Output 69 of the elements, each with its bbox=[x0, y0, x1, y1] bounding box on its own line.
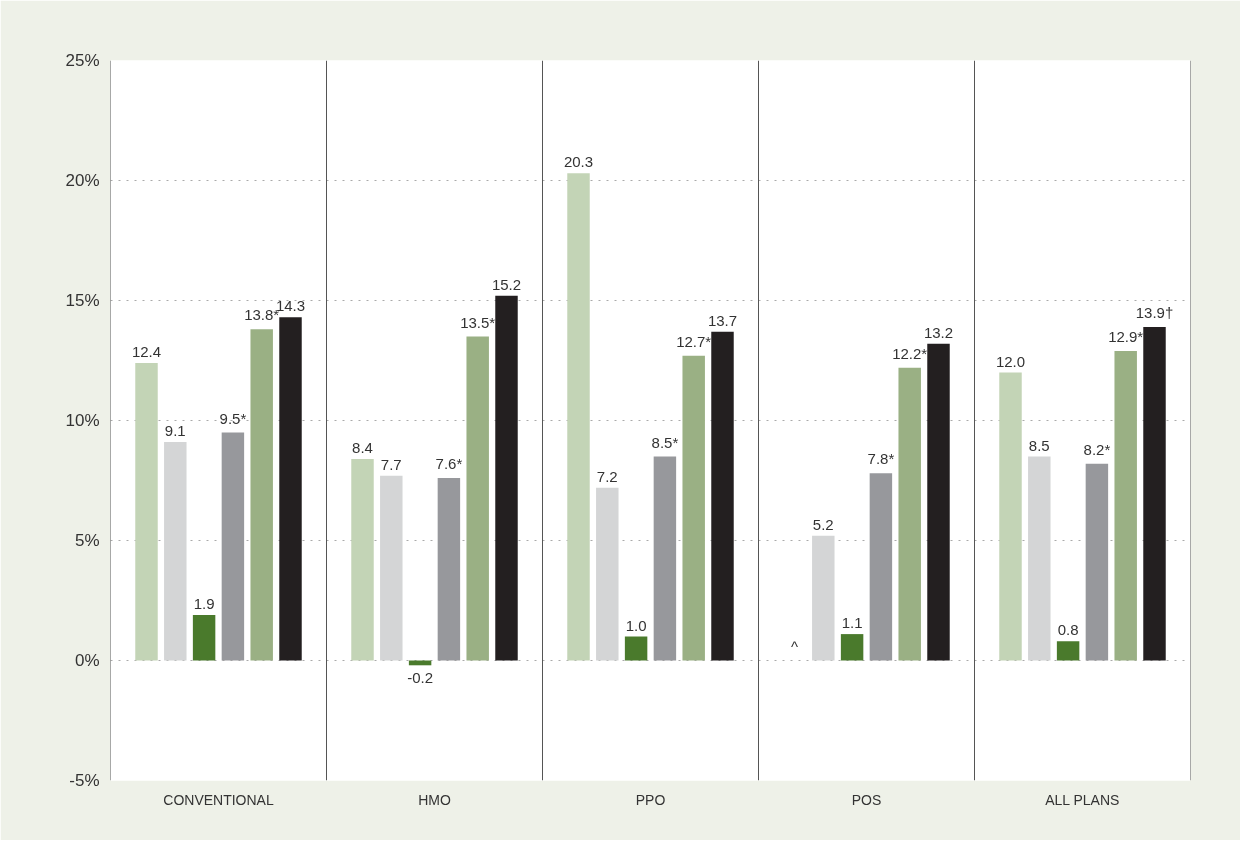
bar bbox=[466, 336, 489, 661]
data-label: 1.9 bbox=[193, 594, 215, 612]
y-tick-label: -5% bbox=[69, 771, 100, 790]
bar bbox=[164, 442, 187, 661]
data-label: 8.4 bbox=[352, 438, 373, 456]
data-label: 12.4 bbox=[131, 342, 162, 360]
bar bbox=[898, 367, 921, 661]
bar bbox=[351, 458, 374, 661]
bar bbox=[1028, 456, 1051, 661]
bar bbox=[279, 317, 302, 661]
data-label: 7.7 bbox=[380, 455, 402, 473]
data-label: 13.7 bbox=[707, 311, 738, 329]
data-label: 8.2* bbox=[1083, 440, 1111, 458]
bar bbox=[192, 614, 216, 661]
data-label: 9.1 bbox=[164, 422, 186, 440]
data-label: 7.8* bbox=[867, 450, 895, 468]
bar bbox=[250, 329, 273, 661]
bar bbox=[927, 343, 950, 661]
data-label: 13.2 bbox=[923, 323, 954, 341]
bar bbox=[1085, 463, 1109, 661]
data-label: 7.6* bbox=[435, 455, 463, 473]
bar bbox=[869, 473, 893, 661]
y-tick-label: 10% bbox=[65, 411, 100, 430]
bar bbox=[567, 173, 590, 661]
y-tick-label: 0% bbox=[74, 651, 100, 670]
data-label: 20.3 bbox=[563, 153, 594, 171]
data-label: 8.5 bbox=[1028, 436, 1050, 454]
bar bbox=[135, 362, 158, 661]
y-tick-label: 15% bbox=[65, 291, 100, 310]
data-label: 9.5* bbox=[219, 409, 247, 427]
data-label: 13.8* bbox=[244, 306, 280, 324]
bar bbox=[999, 372, 1022, 661]
x-tick-label: ALL PLANS bbox=[1045, 791, 1120, 808]
data-label: 15.2 bbox=[491, 275, 522, 293]
data-label: 1.0 bbox=[625, 616, 647, 634]
bar bbox=[221, 432, 245, 661]
y-tick-label: 25% bbox=[65, 51, 100, 70]
bar bbox=[380, 475, 403, 661]
y-tick-label: 5% bbox=[74, 531, 100, 550]
bar bbox=[840, 634, 864, 661]
text: ^ bbox=[790, 637, 799, 655]
bar bbox=[1143, 326, 1166, 661]
data-label: 1.1 bbox=[841, 614, 863, 632]
y-tick-label: 20% bbox=[65, 171, 100, 190]
data-label: 13.9† bbox=[1135, 303, 1174, 321]
bar bbox=[437, 478, 461, 661]
bar bbox=[495, 295, 518, 661]
data-label: 12.0 bbox=[995, 352, 1026, 370]
x-tick-label: CONVENTIONAL bbox=[163, 791, 274, 808]
bar bbox=[1056, 641, 1080, 661]
x-tick-label: PPO bbox=[635, 791, 666, 808]
bar bbox=[1114, 350, 1137, 661]
data-label: 12.9* bbox=[1108, 327, 1144, 345]
bar bbox=[653, 456, 677, 661]
bar bbox=[624, 636, 648, 661]
bar bbox=[812, 535, 835, 661]
x-tick-label: POS bbox=[851, 791, 882, 808]
data-label: 7.2 bbox=[596, 467, 618, 485]
data-label: 8.5* bbox=[651, 433, 679, 451]
bar bbox=[682, 355, 705, 661]
data-label: 0.8 bbox=[1057, 621, 1079, 639]
bar bbox=[596, 487, 619, 661]
x-tick-label: HMO bbox=[418, 791, 451, 808]
data-label: 12.2* bbox=[892, 344, 928, 362]
data-label: -0.2 bbox=[407, 669, 434, 687]
data-label: 12.7* bbox=[676, 332, 712, 350]
data-label: 5.2 bbox=[812, 515, 834, 533]
bar bbox=[711, 331, 734, 661]
data-label: 13.5* bbox=[460, 313, 496, 331]
